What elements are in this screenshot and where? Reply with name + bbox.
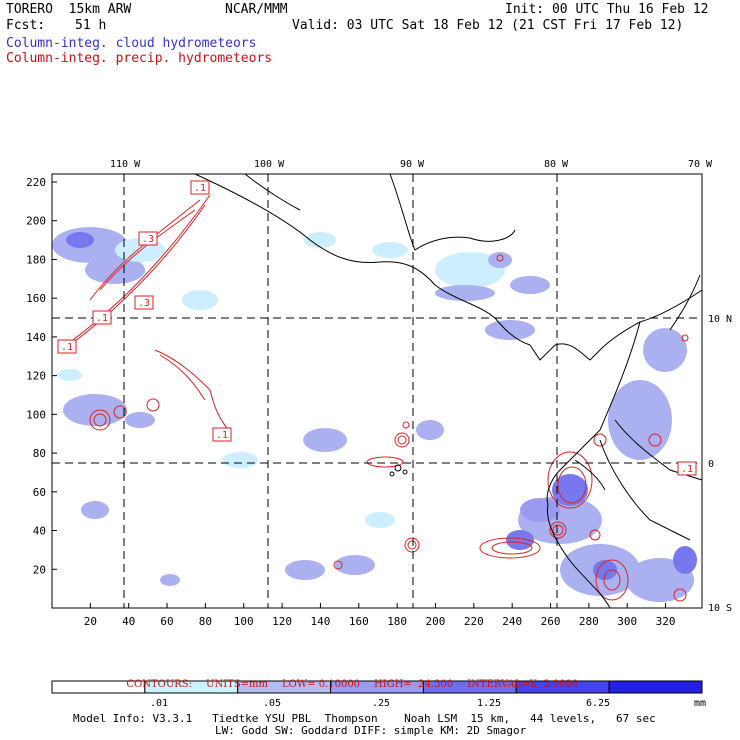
organization: NCAR/MMM (225, 2, 288, 17)
y-tick-label: 20 (33, 563, 46, 576)
contours-interval: INTERVAL=X 3.0000 (467, 679, 579, 690)
valid-time: Valid: 03 UTC Sat 18 Feb 12 (21 CST Fri … (292, 18, 684, 33)
x-tick-label: 20 (84, 615, 97, 628)
longitude-labels: 110 W 100 W 90 W 80 W 70 W (110, 159, 713, 170)
y-tick-label: 220 (26, 176, 46, 189)
x-tick-label: 300 (617, 615, 637, 628)
contour-label: .3 (142, 234, 154, 245)
x-tick-label: 280 (579, 615, 599, 628)
contour-label-boxes: .1 .3 .3 .1 .1 .1 .1 (57, 180, 697, 476)
contours-info: CONTOURS: UNITS=mm LOW= 0.10000 HIGH= 24.30… (120, 668, 592, 690)
precip-contours (59, 194, 689, 602)
x-tick-label: 80 (199, 615, 212, 628)
contour-label: .1 (96, 313, 108, 324)
y-tick-label: 60 (33, 486, 46, 499)
lon-label: 70 W (688, 159, 713, 170)
contours-units: UNITS=mm (206, 679, 269, 690)
y-tick-label: 40 (33, 525, 46, 538)
lat-label: 0 (708, 459, 714, 470)
x-tick-label: 220 (464, 615, 484, 628)
coastlines (194, 173, 703, 609)
lat-label: 10 N (708, 314, 732, 325)
x-tick-label: 200 (426, 615, 446, 628)
x-tick-label: 240 (502, 615, 522, 628)
x-tick-label: 100 (234, 615, 254, 628)
colorbar-swatch (608, 680, 703, 694)
cloud-shading (52, 227, 697, 602)
y-tick-label: 120 (26, 370, 46, 383)
contour-label: .3 (138, 298, 150, 309)
colorbar-unit: mm (694, 698, 707, 709)
x-tick-label: 320 (656, 615, 676, 628)
field-cloud-hydrometeors: Column-integ. cloud hydrometeors (6, 36, 257, 51)
x-tick-label: 160 (349, 615, 369, 628)
forecast-label: Fcst: (6, 18, 46, 33)
colorbar-label: .25 (372, 698, 391, 709)
y-tick-label: 200 (26, 215, 46, 228)
contour-label: .1 (61, 342, 73, 353)
y-tick-label: 180 (26, 253, 46, 266)
init-time: Init: 00 UTC Thu 16 Feb 12 (505, 2, 709, 17)
graticule (52, 174, 702, 608)
contours-high: HIGH= 24.300 (374, 679, 454, 690)
colorbar-label: .01 (150, 698, 169, 709)
lon-label: 100 W (254, 159, 285, 170)
contour-label: .1 (216, 430, 228, 441)
contour-label: .1 (681, 464, 693, 475)
contours-label: CONTOURS: (126, 679, 193, 690)
x-tick-label: 260 (541, 615, 561, 628)
y-tick-label: 160 (26, 292, 46, 305)
x-tick-label: 180 (387, 615, 407, 628)
colorbar (51, 680, 703, 694)
model-title: TORERO 15km ARW (6, 2, 132, 17)
map-frame (51, 173, 703, 609)
x-tick-label: 140 (310, 615, 330, 628)
lon-label: 90 W (400, 159, 425, 170)
lat-label: 10 S (708, 603, 732, 614)
colorbar-label: .05 (263, 698, 282, 709)
x-axis-labels: 20 40 60 80 100 120 140 160 180 200 220 240 260 280 30… (84, 615, 676, 628)
lon-label: 110 W (110, 159, 141, 170)
model-info: Model Info: V3.3.1 Tiedtke YSU PBL Thomp… (73, 712, 656, 725)
x-tick-label: 60 (160, 615, 173, 628)
model-physics: LW: Godd SW: Goddard DIFF: simple KM: 2D… (215, 724, 527, 737)
y-tick-label: 100 (26, 408, 46, 421)
latitude-labels: 10 N 0 10 S (708, 314, 732, 614)
colorbar-label: 6.25 (586, 698, 611, 709)
forecast-hour: 51 h (75, 18, 107, 33)
lon-label: 80 W (544, 159, 569, 170)
contour-label: .1 (194, 183, 206, 194)
contours-low: LOW= 0.10000 (282, 679, 361, 690)
y-tick-label: 140 (26, 331, 46, 344)
x-tick-label: 40 (122, 615, 135, 628)
field-precip-hydrometeors: Column-integ. precip. hydrometeors (6, 51, 273, 66)
colorbar-label: 1.25 (477, 698, 502, 709)
x-tick-label: 120 (272, 615, 292, 628)
galapagos-islands (389, 464, 408, 477)
axis-ticks (52, 181, 667, 608)
y-tick-label: 80 (33, 447, 46, 460)
y-axis-labels: 220 200 180 160 140 120 100 80 60 40 20 (26, 176, 46, 576)
